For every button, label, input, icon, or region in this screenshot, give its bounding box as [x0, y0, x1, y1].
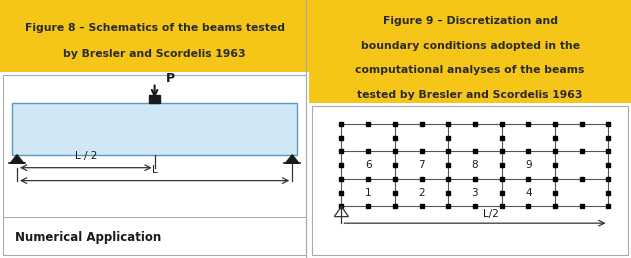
Bar [0, 0, 309, 72]
Text: L/2: L/2 [483, 209, 499, 219]
Text: boundary conditions adopted in the: boundary conditions adopted in the [360, 42, 580, 51]
Bar [13, 103, 297, 155]
Text: 9: 9 [525, 160, 532, 170]
Text: Numerical Application: Numerical Application [15, 231, 162, 244]
Text: 4: 4 [525, 188, 532, 198]
Text: L / 2: L / 2 [74, 151, 97, 161]
Text: 8: 8 [471, 160, 478, 170]
Text: by Bresler and Scordelis 1963: by Bresler and Scordelis 1963 [63, 49, 246, 59]
Text: tested by Bresler and Scordelis 1963: tested by Bresler and Scordelis 1963 [357, 91, 583, 100]
Text: 6: 6 [365, 160, 372, 170]
Bar [3, 75, 306, 255]
Bar [309, 0, 631, 103]
Polygon shape [10, 155, 24, 163]
Text: L: L [151, 165, 158, 175]
Text: 1: 1 [365, 188, 372, 198]
Text: Figure 8 – Schematics of the beams tested: Figure 8 – Schematics of the beams teste… [25, 23, 285, 33]
Text: 2: 2 [418, 188, 425, 198]
Bar [312, 106, 628, 255]
Text: 7: 7 [418, 160, 425, 170]
Text: P: P [165, 72, 175, 85]
Polygon shape [285, 155, 299, 163]
Text: Figure 9 – Discretization and: Figure 9 – Discretization and [382, 16, 558, 26]
Bar [149, 95, 160, 103]
Text: 3: 3 [471, 188, 478, 198]
Text: computational analyses of the beams: computational analyses of the beams [355, 65, 585, 75]
